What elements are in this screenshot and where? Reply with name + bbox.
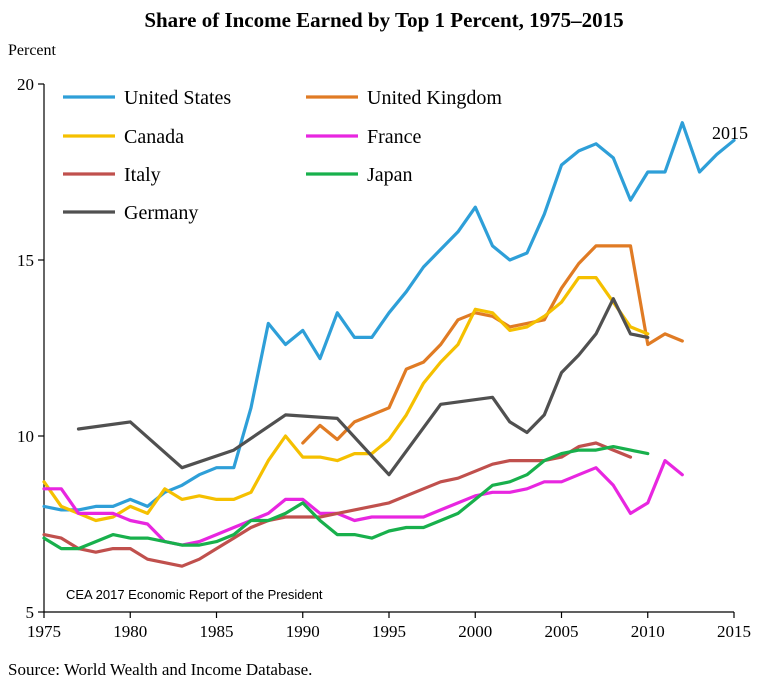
series-line-united-kingdom: [301, 244, 684, 445]
x-tick-label: 1985: [200, 622, 234, 641]
x-tick-label: 1980: [113, 622, 147, 641]
series-line-france: [42, 459, 684, 547]
x-tick-label: 2000: [458, 622, 492, 641]
y-tick-label: 10: [17, 427, 34, 446]
series-line-canada: [42, 276, 650, 523]
x-tick-label: 2015: [717, 622, 751, 641]
legend-label-canada: Canada: [124, 126, 184, 148]
legend-label-united-states: United States: [124, 87, 231, 109]
legend-label-france: France: [367, 126, 422, 148]
series-line-germany: [76, 297, 650, 477]
y-tick-label: 15: [17, 251, 34, 270]
y-tick-label: 20: [17, 75, 34, 94]
y-axis-label: Percent: [8, 42, 57, 59]
x-tick-label: 1975: [27, 622, 61, 641]
source-note: Source: World Wealth and Income Database…: [8, 660, 312, 679]
plot-axes: 5 10 15 20 1975 1980 1985 1990 1995 2000 2005 2010 2…: [17, 75, 751, 641]
legend-label-germany: Germany: [124, 202, 198, 224]
series-line-italy: [42, 441, 633, 568]
x-tick-label: 2005: [545, 622, 579, 641]
x-tick-label: 1995: [372, 622, 406, 641]
y-tick-label: 5: [26, 603, 35, 622]
legend: United States United Kingdom Canada France I…: [63, 87, 502, 224]
chart-title: Share of Income Earned by Top 1 Percent,…: [144, 8, 623, 32]
series-line-japan: [42, 445, 650, 551]
series-lines: [42, 121, 736, 568]
legend-label-italy: Italy: [124, 164, 161, 186]
end-year-annotation: 2015: [712, 123, 748, 143]
report-watermark: CEA 2017 Economic Report of the Presiden…: [66, 587, 323, 602]
legend-label-japan: Japan: [367, 164, 413, 186]
legend-label-united-kingdom: United Kingdom: [367, 87, 502, 109]
x-tick-label: 2010: [631, 622, 665, 641]
x-tick-label: 1990: [286, 622, 320, 641]
